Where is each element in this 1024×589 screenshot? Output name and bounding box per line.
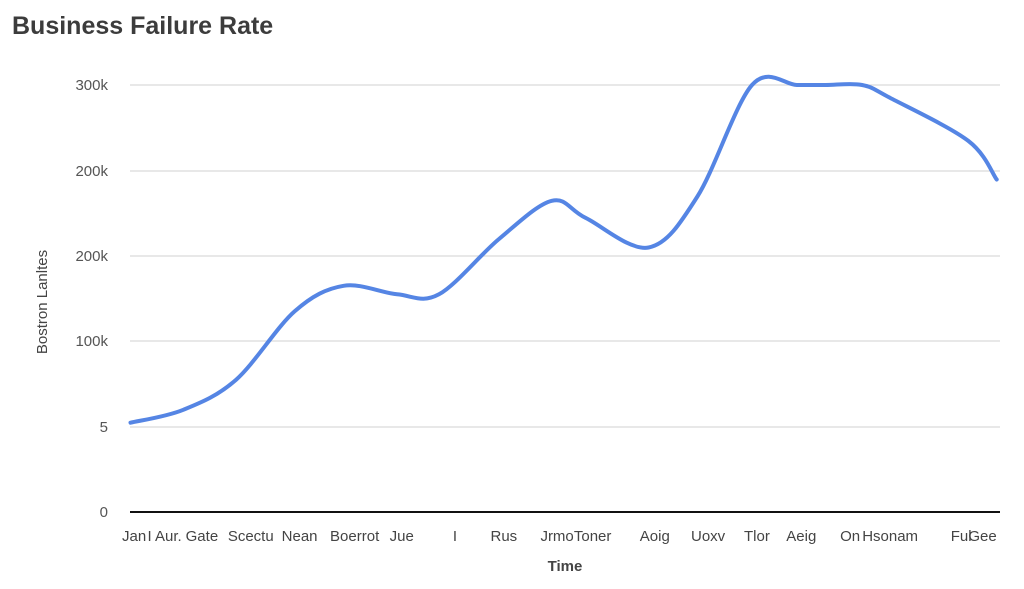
x-tick-label: Gate — [186, 528, 219, 545]
x-tick-label: Rus — [490, 528, 517, 545]
y-axis-ticks: 0 5 100k 200k 200k 300k — [75, 77, 108, 521]
x-tick-label: Nean — [282, 528, 318, 545]
x-tick-label: Hsonam — [862, 528, 918, 545]
x-tick-label: Jue — [390, 528, 414, 545]
chart-title: Business Failure Rate — [12, 12, 274, 40]
y-tick-label: 300k — [75, 77, 108, 94]
x-tick-label: Jan — [122, 528, 146, 545]
x-tick-label: Tlor — [744, 528, 770, 545]
y-tick-label: 5 — [100, 419, 108, 436]
y-tick-label: 100k — [75, 333, 108, 350]
x-tick-label: On — [840, 528, 860, 545]
x-tick-label: Scectu — [228, 528, 274, 545]
series-line — [128, 74, 999, 425]
series-layer — [128, 74, 999, 425]
y-axis-title: Bostron Lanltes — [34, 250, 51, 354]
y-tick-label: 200k — [75, 248, 108, 265]
x-tick-label: Ful — [951, 528, 972, 545]
x-tick-label: Uoxv — [691, 528, 726, 545]
grid-lines — [130, 84, 1000, 513]
x-tick-label: Boerrot — [330, 528, 380, 545]
x-tick-label: I — [453, 528, 457, 545]
x-axis-ticks: Jan I Aur. Gate Scectu Nean Boerrot Jue I Rus Jrm… — [122, 528, 997, 545]
x-tick-label: Aoig — [640, 528, 670, 545]
y-tick-label: 0 — [100, 504, 108, 521]
y-tick-label: 200k — [75, 163, 108, 180]
x-tick-label: I Aur. — [148, 528, 182, 545]
x-tick-label: Toner — [574, 528, 612, 545]
x-tick-label: Aeig — [786, 528, 816, 545]
x-tick-label: Gee — [968, 528, 996, 545]
x-axis-title: Time — [548, 558, 583, 575]
x-tick-label: Jrmo — [540, 528, 573, 545]
